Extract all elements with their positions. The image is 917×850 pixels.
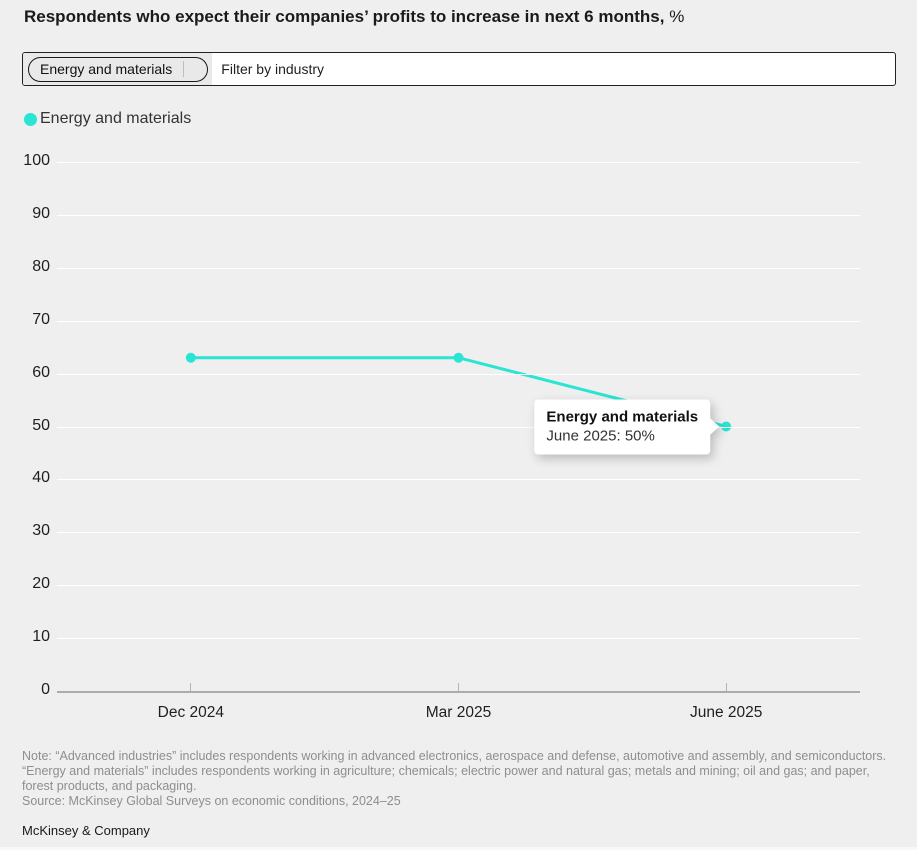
data-tooltip: Energy and materials June 2025: 50% [534, 399, 720, 454]
y-axis-label: 40 [32, 469, 50, 487]
data-point-mar-2025[interactable] [453, 352, 464, 363]
gridline [57, 373, 860, 375]
tooltip-value: June 2025: 50% [546, 427, 655, 444]
gridline [57, 214, 860, 216]
page-title-unit: % [664, 7, 685, 26]
legend: Energy and materials [24, 110, 191, 128]
y-axis-label: 90 [32, 204, 50, 222]
mckinsey-brand: McKinsey & Company [22, 823, 150, 838]
filter-chip-energy-and-materials[interactable]: Energy and materials [28, 56, 209, 82]
gridline [57, 162, 860, 163]
selected-filters-area: Energy and materials [23, 53, 213, 85]
y-axis-label: 50 [32, 416, 50, 434]
chip-divider [183, 61, 185, 77]
gridline [57, 532, 860, 534]
x-axis-label: Mar 2025 [425, 704, 492, 721]
gridline [57, 426, 860, 428]
y-axis-label: 60 [32, 363, 50, 381]
y-axis-label: 0 [41, 681, 50, 698]
x-axis-line [57, 691, 860, 693]
gridline [57, 479, 860, 481]
x-axis-tick [725, 683, 727, 691]
footnotes: Note: “Advanced industries” includes res… [22, 749, 902, 809]
filter-placeholder: Filter by industry [221, 61, 324, 77]
y-axis-label: 70 [32, 310, 50, 328]
y-axis-label: 30 [32, 522, 50, 540]
y-axis-label: 20 [32, 575, 50, 593]
note-text: Note: “Advanced industries” includes res… [22, 749, 887, 793]
legend-swatch-dot [24, 112, 37, 126]
gridline [57, 267, 860, 269]
legend-label[interactable]: Energy and materials [40, 110, 192, 127]
x-axis-tick [190, 683, 192, 691]
tooltip-arrow [709, 417, 720, 436]
page-title-text: Respondents who expect their companies’ … [24, 7, 665, 26]
gridline [57, 320, 860, 322]
plot-area: Energy and materials June 2025: 50% 0 10 2… [0, 150, 917, 735]
source-text: Source: McKinsey Global Surveys on econo… [22, 794, 401, 808]
data-point-dec-2024[interactable] [185, 352, 196, 363]
series-plot [185, 352, 732, 432]
y-axis-label: 10 [32, 628, 50, 646]
filter-chip-label: Energy and materials [40, 61, 173, 77]
tooltip-box: Energy and materials June 2025: 50% [534, 399, 720, 454]
gridline [57, 638, 860, 640]
gridline [57, 585, 860, 587]
tooltip-series-name: Energy and materials [546, 408, 699, 425]
x-axis-tick [458, 683, 459, 691]
y-axis-label: 100 [23, 152, 50, 169]
bottom-divider [0, 847, 917, 850]
industry-filter-combobox[interactable]: Energy and materials Filter by industry [22, 52, 896, 86]
chip-remove-button[interactable] [184, 61, 201, 77]
x-axis-label: Dec 2024 [157, 704, 224, 721]
y-axis-label: 80 [32, 257, 50, 275]
x-axis-label: June 2025 [689, 704, 763, 721]
page-title: Respondents who expect their companies’ … [24, 6, 684, 28]
